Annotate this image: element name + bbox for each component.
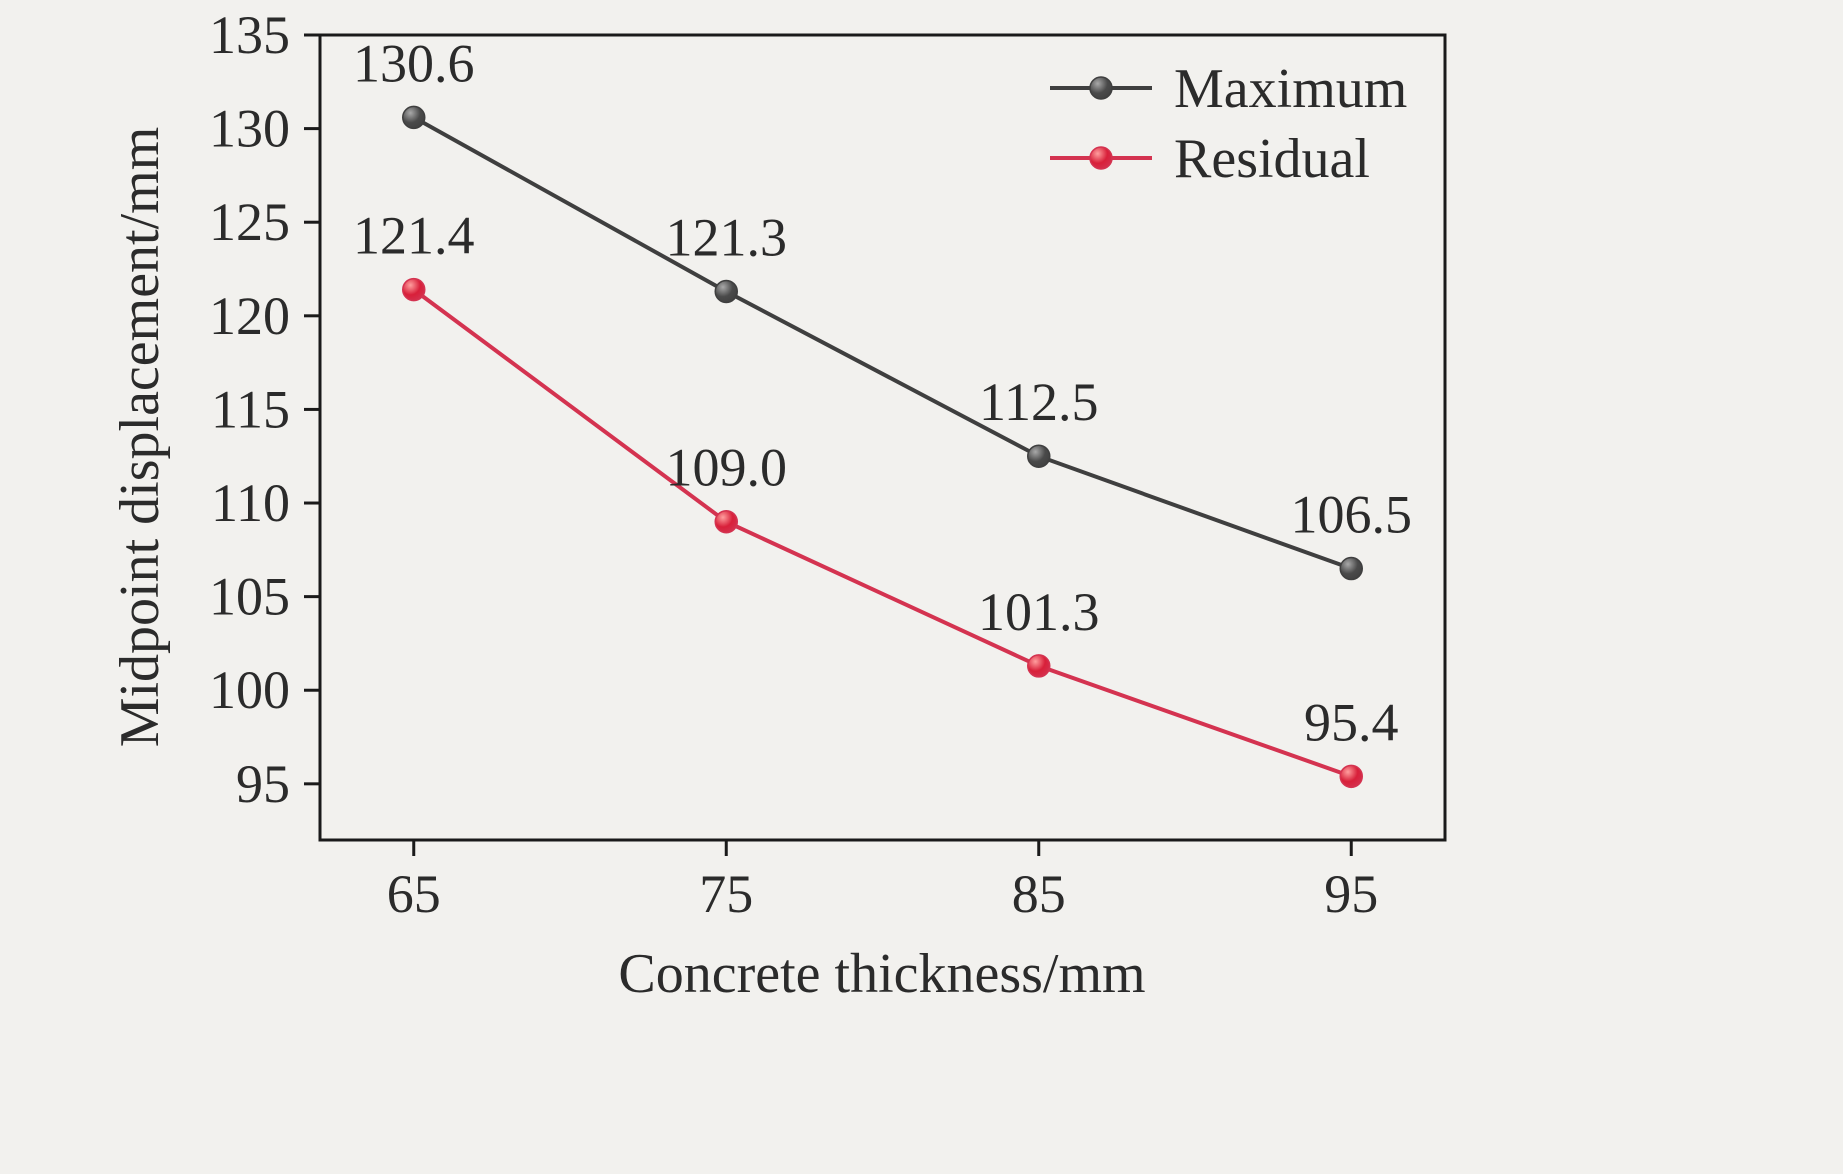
data-point-marker [714, 509, 738, 534]
data-point-label: 121.3 [666, 207, 788, 267]
data-point-label: 130.6 [353, 33, 475, 93]
data-point-marker [1027, 654, 1051, 678]
y-axis-title: Midpoint displacement/mm [109, 127, 171, 748]
data-point-label: 112.5 [979, 372, 1099, 432]
x-tick-label: 85 [1012, 864, 1066, 924]
data-point-label: 106.5 [1291, 485, 1413, 545]
y-tick-label: 95 [236, 754, 290, 814]
legend-label-maximum: Maximum [1174, 58, 1407, 120]
y-tick-label: 135 [209, 5, 290, 65]
plot-area [318, 33, 1447, 842]
x-tick-label: 95 [1324, 864, 1378, 924]
data-point-marker [1339, 556, 1363, 581]
data-point-marker [1027, 444, 1051, 468]
series-line-maximum [412, 115, 1352, 571]
data-point-marker [402, 105, 426, 130]
legend-marker [1089, 76, 1113, 100]
y-tick-label: 105 [209, 567, 290, 627]
y-tick-label: 125 [209, 192, 290, 252]
y-ticks-group: 95 100 105 110 115 120 125 130 135 [209, 5, 320, 814]
legend-label-residual: Residual [1174, 128, 1370, 190]
y-tick-label: 130 [209, 99, 290, 159]
point-labels-group: 130.6 121.3 112.5 106.5 121.4 109.0 101.3 95.4 [353, 33, 1412, 752]
data-point-label: 95.4 [1304, 692, 1399, 752]
x-tick-label: 75 [699, 864, 753, 924]
data-point-marker [1339, 764, 1363, 789]
x-axis-title: Concrete thickness/mm [618, 943, 1145, 1005]
data-point-label: 109.0 [666, 438, 788, 498]
series-group [402, 105, 1363, 789]
x-tick-label: 65 [387, 864, 441, 924]
series-line-residual [412, 287, 1352, 779]
data-point-marker [402, 277, 426, 302]
data-point-label: 101.3 [978, 582, 1100, 642]
y-tick-label: 115 [211, 379, 290, 439]
data-point-label: 121.4 [353, 206, 475, 266]
x-ticks-group: 65 75 85 95 [387, 840, 1378, 924]
y-tick-label: 100 [209, 660, 290, 720]
y-tick-label: 120 [209, 286, 290, 346]
legend: Maximum Residual [1050, 58, 1407, 190]
data-point-marker [714, 279, 738, 304]
y-tick-label: 110 [211, 473, 290, 533]
legend-marker [1089, 146, 1113, 170]
